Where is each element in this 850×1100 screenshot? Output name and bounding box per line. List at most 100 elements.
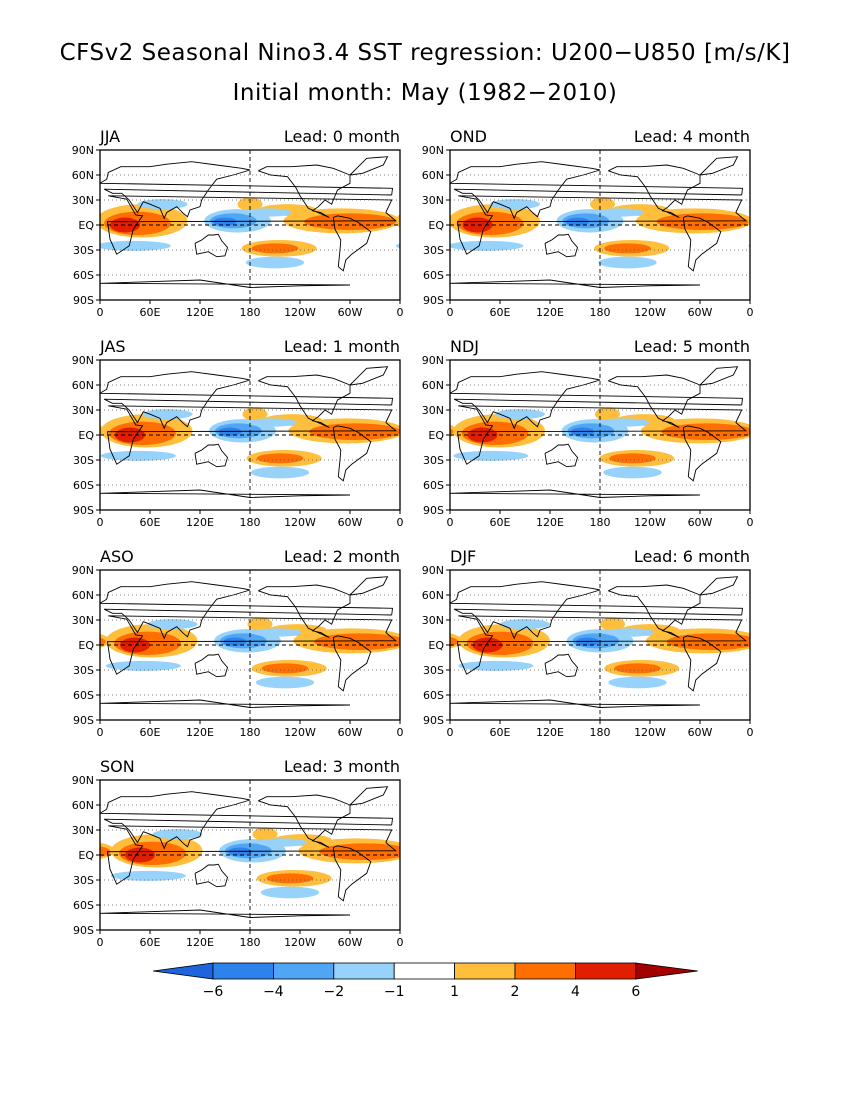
anomaly-patch <box>509 419 576 442</box>
anomaly-patch <box>500 619 550 630</box>
coastline <box>450 371 744 430</box>
anomaly-patch <box>450 636 459 647</box>
coastline <box>194 443 229 468</box>
colorbar-segment <box>574 962 637 980</box>
panel-lead: Lead: 3 month <box>284 757 400 776</box>
anomaly-patch <box>608 676 667 689</box>
anomaly-patch <box>666 633 750 650</box>
anomaly-patch <box>547 418 597 426</box>
anomaly-patch <box>357 213 449 230</box>
coastline <box>682 635 722 692</box>
anomaly-patch <box>100 425 105 436</box>
anomaly-patch <box>100 430 101 434</box>
coastline <box>100 489 351 498</box>
coastline <box>100 791 394 850</box>
anomaly-patch <box>273 834 332 846</box>
anomaly-patch <box>411 871 486 881</box>
anomaly-patch <box>213 217 237 226</box>
panel-season: NDJ <box>450 337 479 356</box>
coastline <box>194 233 229 258</box>
lat-tick-label: 90S <box>73 294 94 307</box>
anomaly-patch <box>753 414 845 447</box>
panel-season: ASO <box>100 547 134 566</box>
anomaly-patch <box>167 632 234 655</box>
anomaly-patch <box>293 628 400 654</box>
coastline <box>699 156 739 176</box>
anomaly-patch <box>0 834 32 846</box>
anomaly-patch <box>495 409 545 420</box>
anomaly-patch <box>152 829 203 840</box>
anomaly-patch <box>635 208 750 234</box>
coastline <box>450 279 701 288</box>
anomaly-patch <box>552 243 599 253</box>
anomaly-patch <box>514 629 581 652</box>
anomaly-patch <box>450 633 463 649</box>
anomaly-patch <box>210 213 257 229</box>
anomaly-patch <box>594 208 645 217</box>
anomaly-patch <box>0 257 4 269</box>
coastline <box>608 164 701 218</box>
anomaly-patch <box>119 841 186 865</box>
map-frame <box>99 779 401 931</box>
lon-tick-label: 60W <box>338 726 363 739</box>
anomaly-patch <box>258 204 317 216</box>
anomaly-patch <box>237 197 263 211</box>
coastline <box>100 909 351 918</box>
lon-tick-label: 0 <box>747 726 754 739</box>
lon-tick-label: 60E <box>140 306 161 319</box>
anomaly-patch <box>490 199 540 210</box>
colorbar-segment <box>393 962 455 980</box>
lat-tick-label: 30S <box>73 874 94 887</box>
anomaly-patch <box>153 414 245 447</box>
panel-season: SON <box>100 757 135 776</box>
anomaly-patch <box>316 414 374 426</box>
anomaly-patch <box>110 217 140 233</box>
lon-tick-label: 0 <box>447 306 454 319</box>
lon-tick-label: 60E <box>140 516 161 529</box>
anomaly-patch <box>0 663 8 673</box>
lon-tick-label: 60E <box>140 936 161 949</box>
anomaly-patch <box>0 240 17 257</box>
lat-tick-label: 60N <box>422 379 444 392</box>
lat-tick-label: 90S <box>423 504 444 517</box>
anomaly-patch <box>414 632 481 655</box>
lon-tick-label: 0 <box>97 306 104 319</box>
lat-tick-label: 60N <box>422 589 444 602</box>
coastline <box>450 161 744 220</box>
anomaly-patch <box>314 663 361 673</box>
anomaly-patch <box>115 427 145 443</box>
lon-tick-label: 60E <box>140 726 161 739</box>
lon-tick-label: 60W <box>338 516 363 529</box>
map-frame <box>449 569 751 721</box>
anomaly-patch <box>615 414 675 426</box>
anomaly-patch <box>472 637 503 653</box>
anomaly-patch <box>395 213 400 228</box>
anomaly-patch <box>573 834 631 846</box>
anomaly-patch <box>557 453 604 463</box>
colorbar-label: −1 <box>384 984 405 1000</box>
anomaly-patch <box>404 212 471 235</box>
lon-tick-label: 60W <box>688 306 713 319</box>
anomaly-patch <box>419 842 486 865</box>
anomaly-patch <box>515 423 562 438</box>
coastline <box>456 615 748 675</box>
anomaly-patch <box>762 422 829 445</box>
anomaly-patch <box>260 886 320 899</box>
anomaly-patch <box>572 633 620 649</box>
lon-tick-label: 60W <box>688 516 713 529</box>
anomaly-patch <box>0 887 19 899</box>
anomaly-patch <box>0 628 2 636</box>
lat-tick-label: 90N <box>72 144 94 157</box>
anomaly-patch <box>425 848 455 863</box>
lat-tick-label: EQ <box>428 429 444 442</box>
map-frame <box>99 569 401 721</box>
coastline <box>258 164 351 218</box>
anomaly-patch <box>256 870 332 887</box>
lon-tick-label: 120W <box>634 306 666 319</box>
coastline <box>349 786 389 806</box>
lon-tick-label: 180 <box>590 516 611 529</box>
lat-tick-label: 60N <box>72 379 94 392</box>
lon-tick-label: 120W <box>634 726 666 739</box>
colorbar-arrow-low <box>152 962 214 980</box>
